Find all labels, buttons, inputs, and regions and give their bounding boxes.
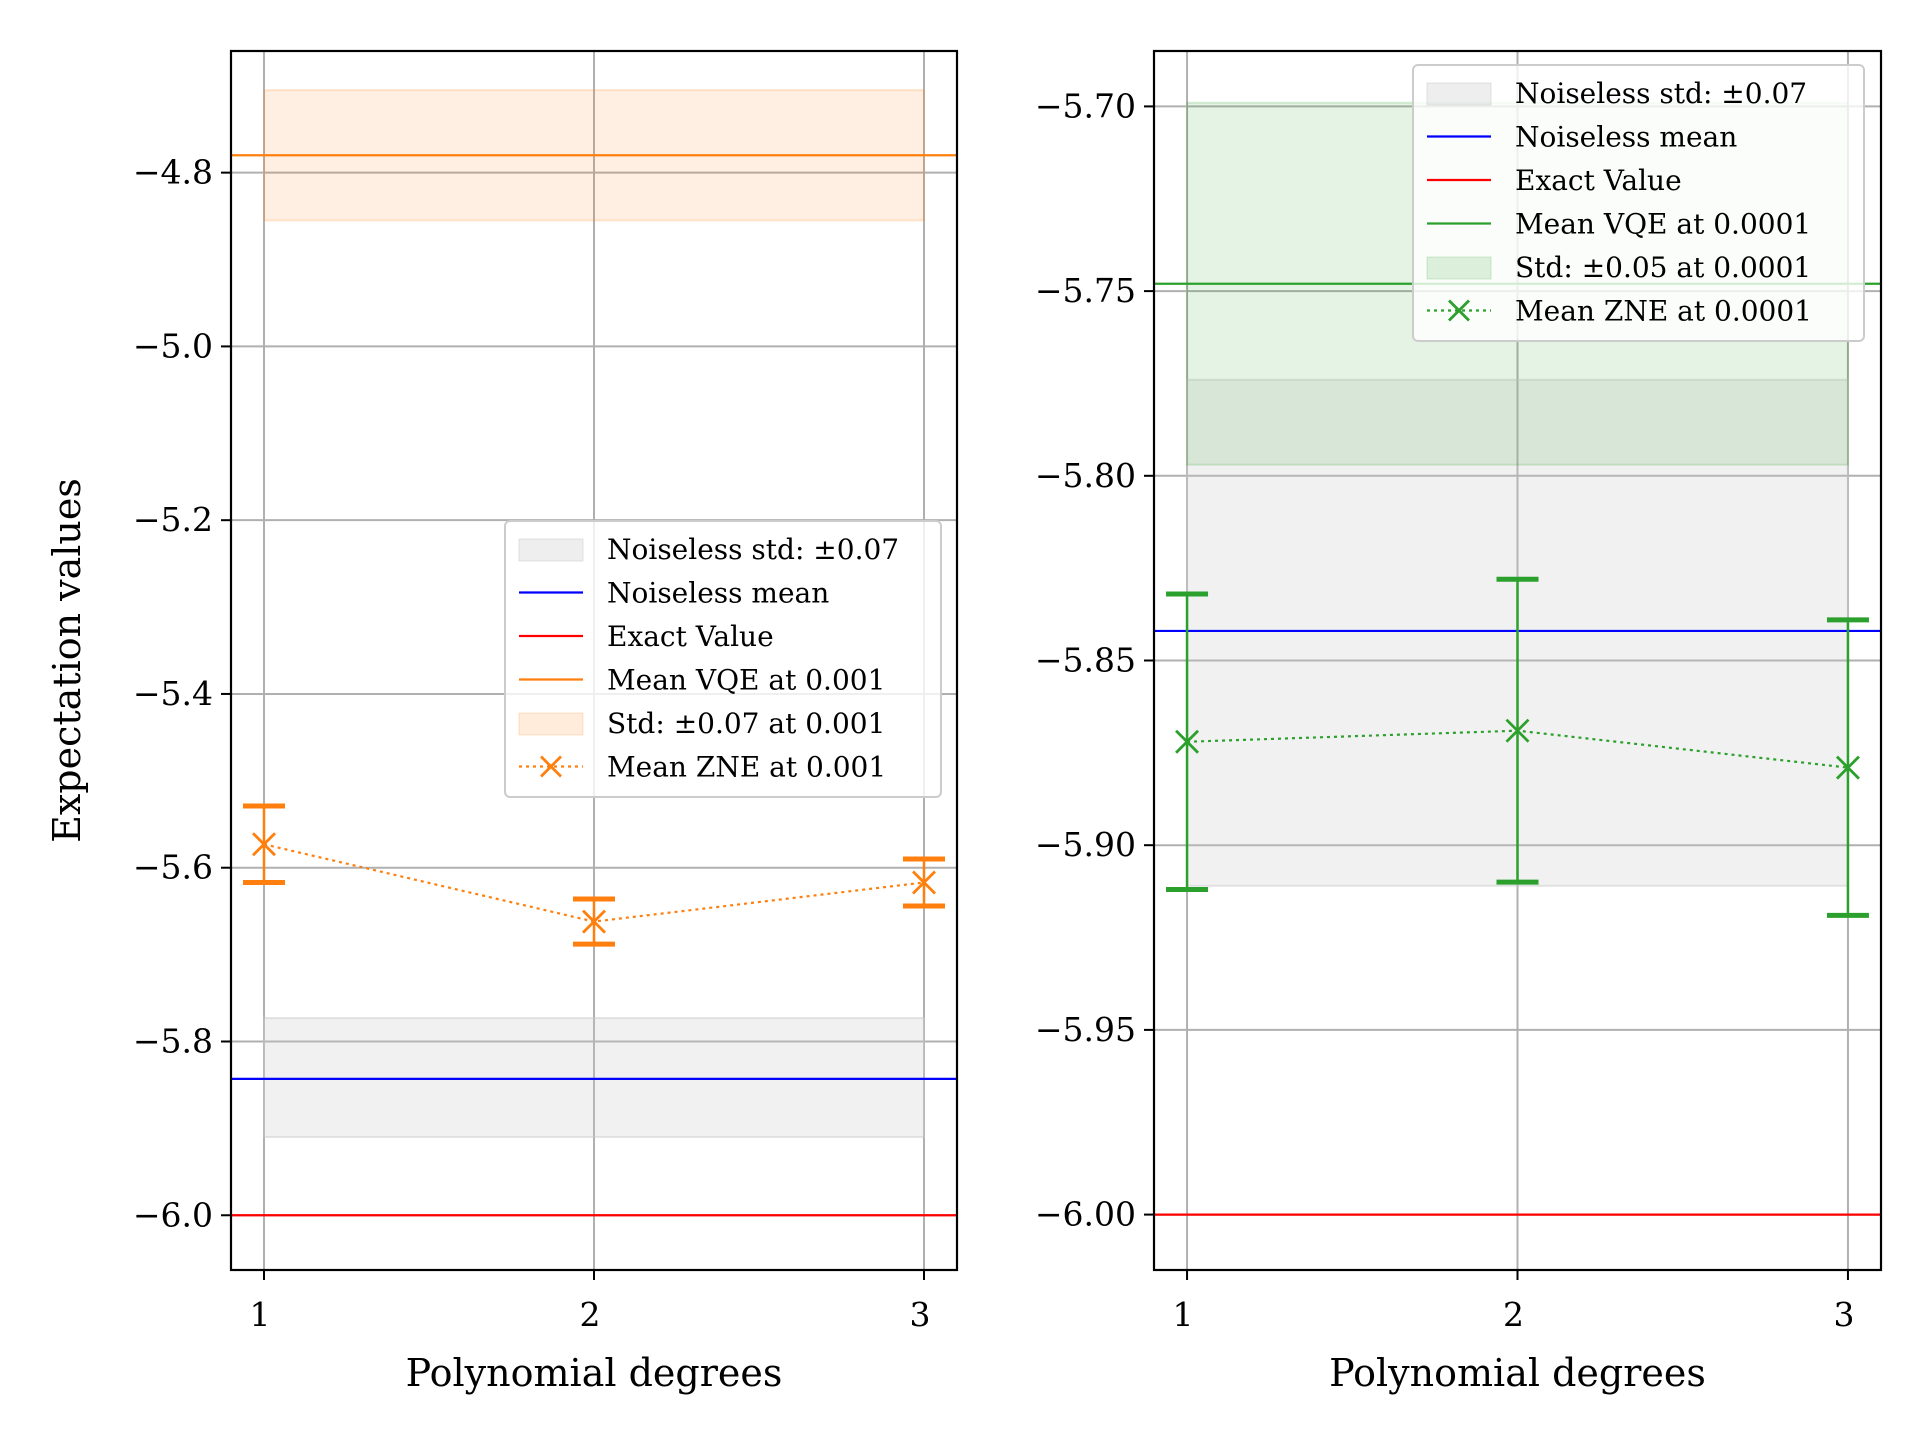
chart-panel-2: −6.00 −5.95 −5.90 −5.85 −5.80 −5.75 −5.70 1 2 3 Po… [1035,49,1883,1395]
y-tick-label: −5.75 [1035,271,1136,310]
legend-label: Noiseless mean [1515,121,1737,154]
y-tick-label: −5.0 [133,326,213,365]
y-tick-label: −5.95 [1035,1010,1136,1049]
zne-point-marker [582,909,606,934]
legend-label: Noiseless std: ±0.07 [607,533,899,566]
legend-label: Std: ±0.05 at 0.0001 [1515,251,1811,284]
legend-box [1412,64,1865,342]
legend-handle-vqe-std [1426,256,1492,280]
legend-handle-zne-marker [540,755,562,778]
zne-point-marker [1175,729,1200,754]
legend: Noiseless std: ±0.07 Noiseless mean Exact … [1412,64,1865,342]
y-tick-label: −4.8 [133,153,213,192]
legend-handle-noiseless-std [518,538,584,562]
zne-point-marker [1505,718,1530,743]
y-tick-label: −5.70 [1035,86,1136,125]
legend-label: Mean VQE at 0.001 [607,664,885,697]
y-tick-label: −5.6 [133,848,213,887]
y-tick-label: −6.0 [133,1195,213,1234]
x-tick-label: 2 [1503,1295,1524,1334]
y-tick-label: −5.2 [133,500,213,539]
legend-label: Exact Value [607,620,774,653]
legend-box [504,520,942,798]
y-tick-label: −6.00 [1035,1195,1136,1234]
chart-panel-1: −6.0 −5.8 −5.6 −5.4 −5.2 −5.0 −4.8 1 2 3 Polynomia… [45,49,959,1395]
legend-label: Noiseless mean [607,577,829,610]
legend-handle-zne-marker [1448,299,1470,322]
y-tick-label: −5.80 [1035,456,1136,495]
legend-handle-vqe-std [518,712,584,736]
legend-label: Noiseless std: ±0.07 [1515,77,1807,110]
zne-point-marker [912,870,936,895]
x-tick-label: 1 [1173,1295,1194,1334]
x-tick-label: 3 [1833,1295,1854,1334]
x-axis-label: Polynomial degrees [1329,1351,1706,1395]
zne-point-marker [252,832,276,857]
x-tick-label: 3 [910,1295,931,1334]
y-tick-label: −5.4 [133,674,213,713]
legend-label: Mean VQE at 0.0001 [1515,208,1811,241]
x-tick-label: 2 [580,1295,601,1334]
x-axis-label: Polynomial degrees [406,1351,783,1395]
noiseless-std-band [263,1017,925,1139]
x-tick-label: 1 [250,1295,271,1334]
legend-label: Mean ZNE at 0.001 [607,751,886,784]
y-tick-label: −5.8 [133,1021,213,1060]
y-tick-label: −5.85 [1035,641,1136,680]
legend: Noiseless std: ±0.07 Noiseless mean Exact … [504,520,942,798]
legend-label: Mean ZNE at 0.0001 [1515,295,1812,328]
legend-label: Exact Value [1515,164,1682,197]
legend-handle-noiseless-std [1426,82,1492,106]
y-tick-label: −5.90 [1035,825,1136,864]
legend-label: Std: ±0.07 at 0.001 [607,707,885,740]
zne-point-marker [1835,755,1860,780]
y-axis-label: Expectation values [45,478,89,843]
